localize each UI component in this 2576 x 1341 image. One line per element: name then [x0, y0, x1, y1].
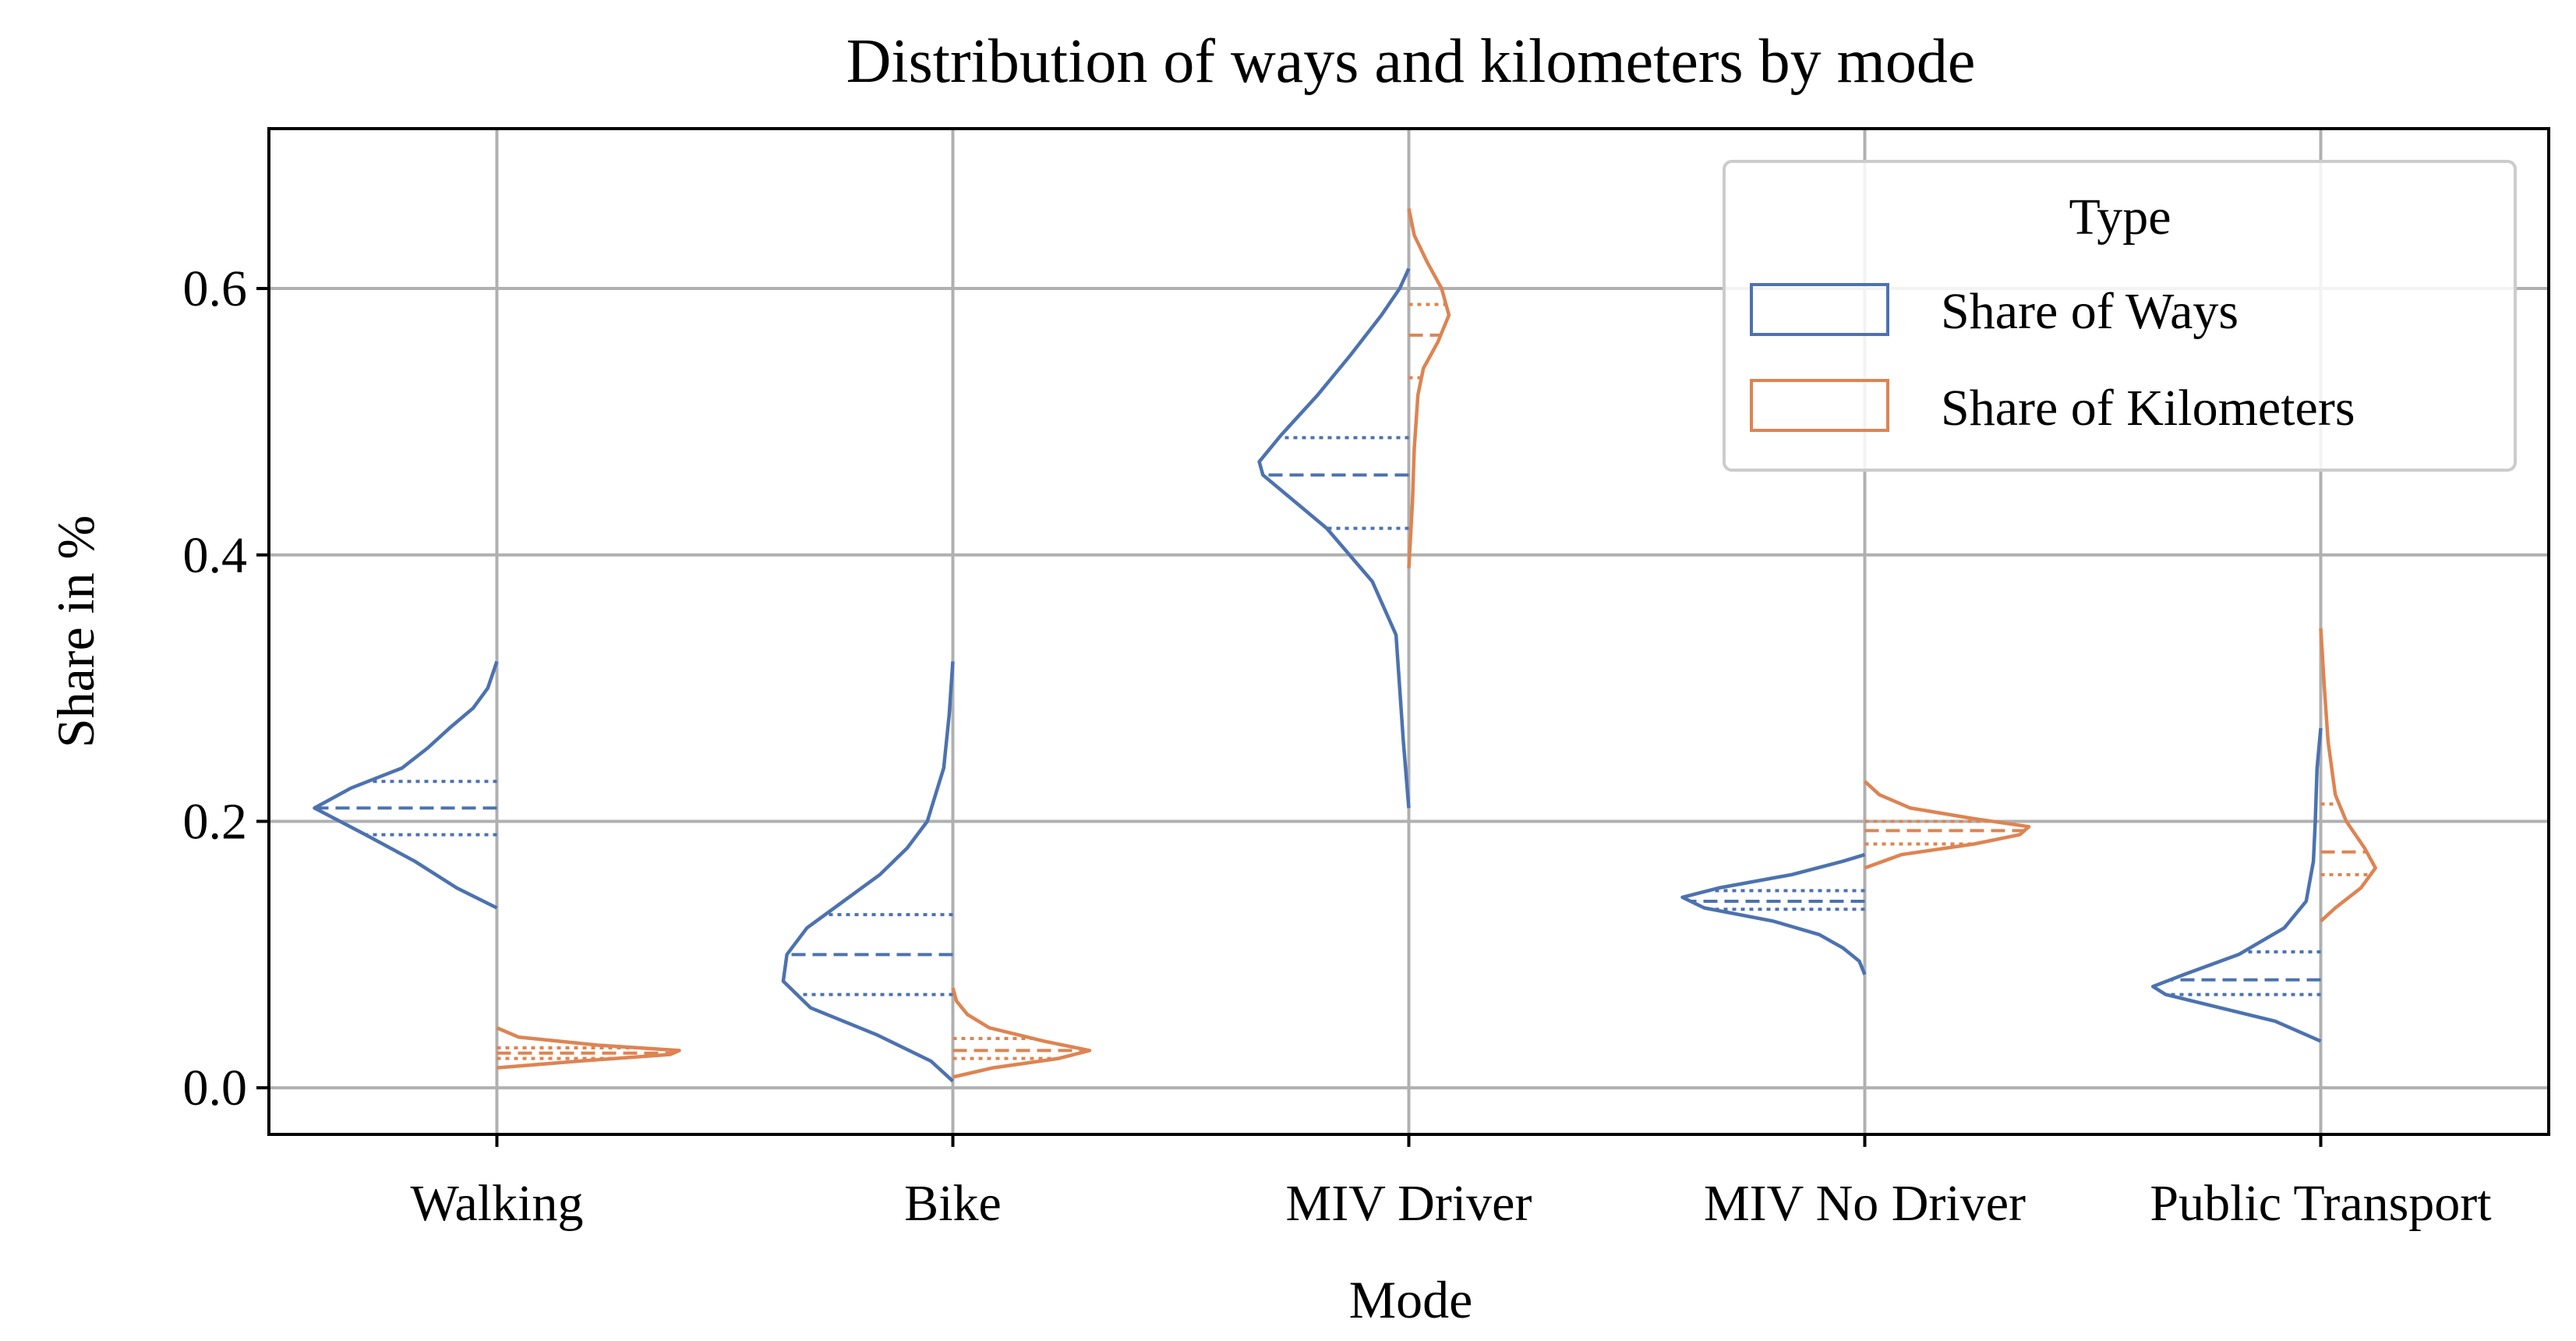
legend: Type Share of Ways Share of Kilometers	[1723, 160, 2517, 472]
x-tick-label: Bike	[904, 1175, 1002, 1232]
violin-kilometers-walking	[496, 1026, 681, 1070]
y-tick-label: 0.0	[183, 1060, 248, 1116]
x-axis-label: Mode	[1349, 1270, 1473, 1329]
violin-ways-public-transport	[2150, 727, 2323, 1043]
violin-kilometers-bike	[951, 987, 1092, 1079]
legend-swatch-ways	[1750, 283, 1889, 336]
legend-title: Type	[2069, 189, 2171, 246]
legend-swatch-kilometers	[1750, 379, 1889, 432]
legend-label-kilometers: Share of Kilometers	[1941, 380, 2355, 437]
violin-ways-bike	[781, 661, 955, 1083]
x-axis-ticks: Walking Bike MIV Driver MIV No Driver Public…	[411, 1134, 2492, 1232]
violin-kilometers-miv-no-driver	[1863, 780, 2031, 870]
x-tick-label: MIV No Driver	[1704, 1175, 2026, 1232]
violin-ways-miv-driver	[1257, 267, 1411, 808]
x-tick-label: MIV Driver	[1286, 1175, 1532, 1232]
x-tick-label: Public Transport	[2150, 1175, 2491, 1232]
y-axis-label: Share in %	[46, 515, 105, 748]
y-tick-label: 0.6	[183, 260, 248, 317]
violins	[313, 208, 2377, 1083]
violin-ways-miv-no-driver	[1680, 853, 1867, 975]
chart-title: Distribution of ways and kilometers by m…	[846, 27, 1976, 96]
violin-ways-walking	[313, 660, 499, 910]
legend-box	[1723, 160, 2517, 472]
violin-kilometers-public-transport	[2319, 628, 2377, 923]
legend-label-ways: Share of Ways	[1941, 283, 2239, 340]
violin-kilometers-miv-driver	[1407, 208, 1451, 568]
y-tick-label: 0.2	[183, 793, 248, 850]
y-tick-label: 0.4	[183, 527, 248, 584]
x-tick-label: Walking	[411, 1175, 584, 1232]
y-axis-ticks: 0.0 0.2 0.4 0.6	[183, 260, 269, 1116]
